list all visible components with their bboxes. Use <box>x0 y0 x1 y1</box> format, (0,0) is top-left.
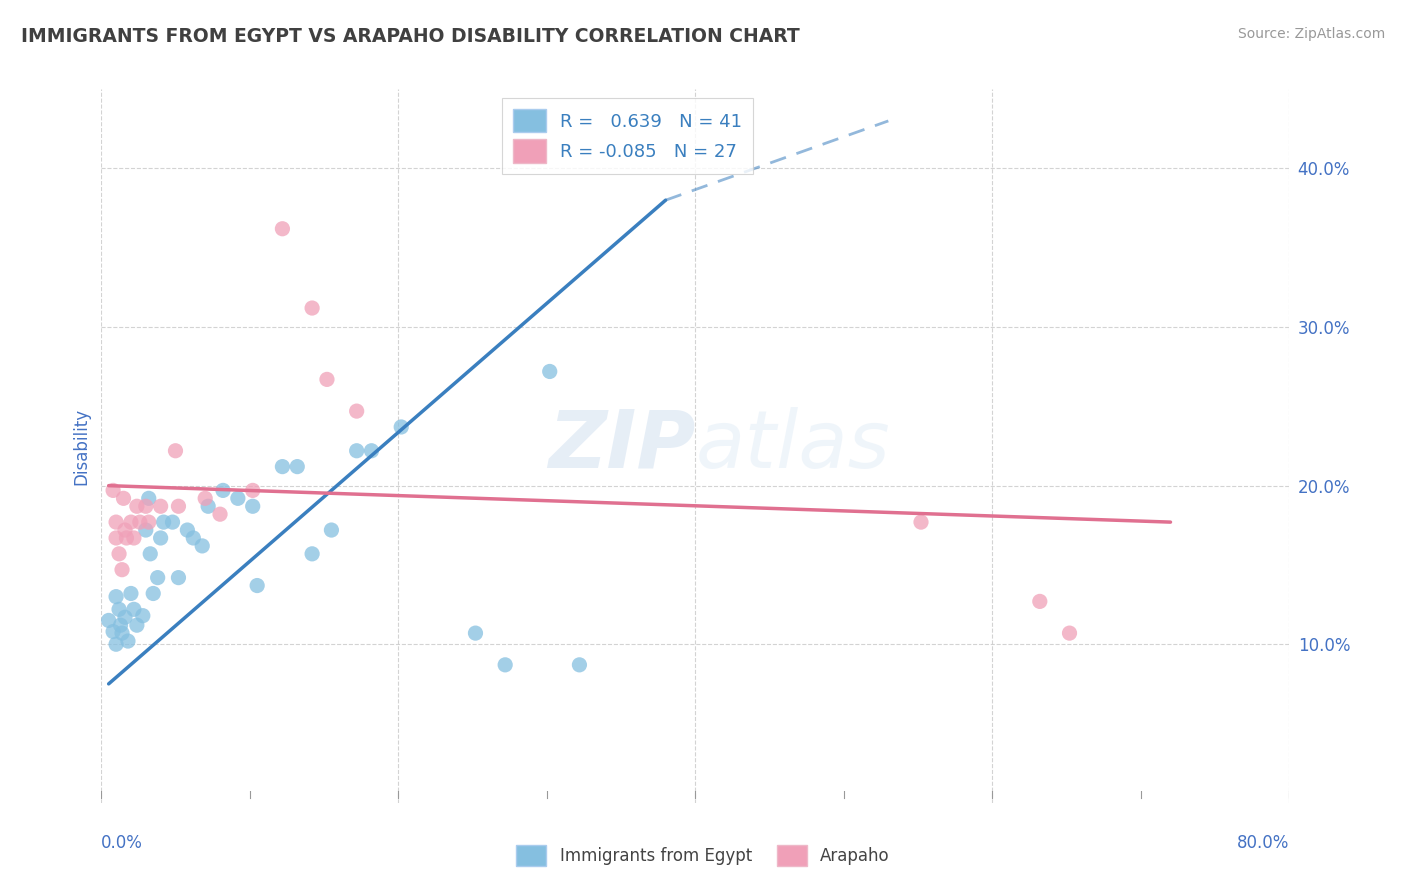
Text: ZIP: ZIP <box>548 407 696 485</box>
Point <box>105 637 128 651</box>
Point <box>105 531 128 545</box>
Point <box>226 491 249 506</box>
Point <box>176 523 198 537</box>
Text: 80.0%: 80.0% <box>1237 834 1289 852</box>
Point <box>167 571 190 585</box>
Point <box>149 531 172 545</box>
Text: Source: ZipAtlas.com: Source: ZipAtlas.com <box>1237 27 1385 41</box>
Point <box>114 523 136 537</box>
Point <box>165 443 187 458</box>
Point <box>464 626 486 640</box>
Point <box>117 634 139 648</box>
Point <box>105 515 128 529</box>
Point <box>111 563 134 577</box>
Point <box>111 626 134 640</box>
Point <box>301 547 323 561</box>
Point <box>301 301 323 315</box>
Point <box>346 404 368 418</box>
Point <box>97 614 120 628</box>
Point <box>242 483 264 498</box>
Point <box>101 624 124 639</box>
Point <box>101 483 124 498</box>
Point <box>152 515 174 529</box>
Point <box>132 608 155 623</box>
Point <box>112 491 135 506</box>
Point <box>194 491 217 506</box>
Text: IMMIGRANTS FROM EGYPT VS ARAPAHO DISABILITY CORRELATION CHART: IMMIGRANTS FROM EGYPT VS ARAPAHO DISABIL… <box>21 27 800 45</box>
Point <box>122 531 145 545</box>
Point <box>167 500 190 514</box>
Point <box>568 657 591 672</box>
Point <box>197 500 219 514</box>
Point <box>910 515 932 529</box>
Point <box>246 578 269 592</box>
Point <box>115 531 138 545</box>
Point <box>110 618 132 632</box>
Point <box>1029 594 1052 608</box>
Point <box>114 610 136 624</box>
Point <box>125 618 148 632</box>
Point <box>271 221 294 235</box>
Text: 0.0%: 0.0% <box>101 834 143 852</box>
Point <box>538 364 561 378</box>
Point <box>122 602 145 616</box>
Point <box>149 500 172 514</box>
Legend: Immigrants from Egypt, Arapaho: Immigrants from Egypt, Arapaho <box>508 837 898 875</box>
Point <box>135 500 157 514</box>
Point <box>285 459 308 474</box>
Point <box>120 586 142 600</box>
Point <box>128 515 150 529</box>
Point <box>389 420 412 434</box>
Point <box>135 523 157 537</box>
Point <box>321 523 343 537</box>
Point <box>139 547 162 561</box>
Point <box>125 500 148 514</box>
Point <box>162 515 184 529</box>
Point <box>108 547 131 561</box>
Point <box>209 507 232 521</box>
Legend: R =   0.639   N = 41, R = -0.085   N = 27: R = 0.639 N = 41, R = -0.085 N = 27 <box>502 98 754 174</box>
Point <box>191 539 214 553</box>
Point <box>271 459 294 474</box>
Point <box>181 531 204 545</box>
Point <box>138 491 160 506</box>
Point <box>105 590 128 604</box>
Point <box>494 657 516 672</box>
Point <box>108 602 131 616</box>
Point <box>146 571 169 585</box>
Point <box>316 372 339 386</box>
Point <box>360 443 382 458</box>
Point <box>138 515 160 529</box>
Point <box>142 586 165 600</box>
Point <box>242 500 264 514</box>
Point <box>120 515 142 529</box>
Point <box>212 483 235 498</box>
Y-axis label: Disability: Disability <box>72 408 90 484</box>
Point <box>1059 626 1081 640</box>
Text: atlas: atlas <box>696 407 890 485</box>
Point <box>346 443 368 458</box>
